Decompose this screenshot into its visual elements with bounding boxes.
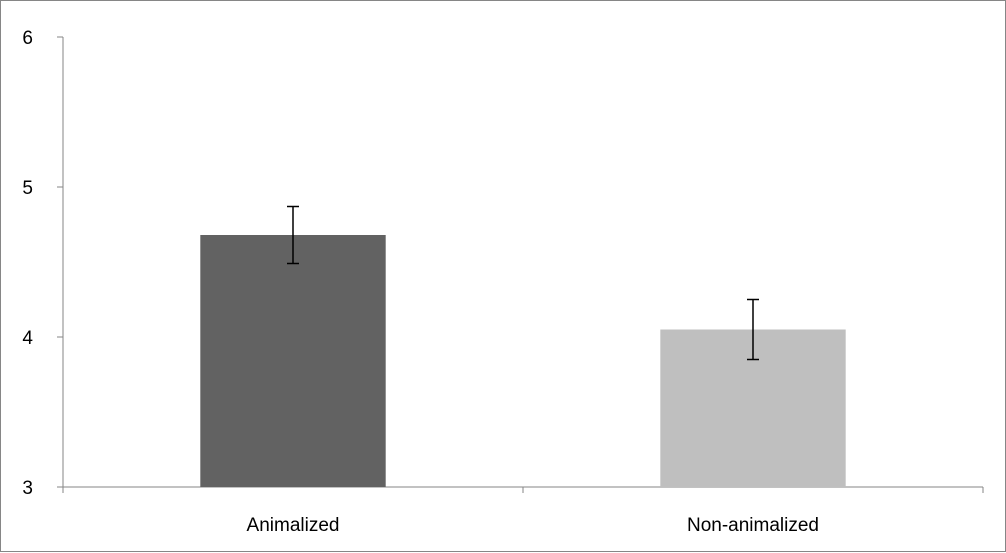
y-tick-label: 3 <box>22 478 33 499</box>
y-tick-label: 5 <box>22 178 33 199</box>
bar-animalized <box>200 235 386 487</box>
error-bar <box>747 298 759 361</box>
bars <box>200 235 846 487</box>
y-tick-label: 4 <box>22 328 33 349</box>
y-tick-label: 6 <box>22 28 33 49</box>
x-tick-label: Non-animalized <box>687 515 819 536</box>
x-ticks: Animalized Non-animalized <box>62 487 984 536</box>
y-ticks: 3 4 5 6 <box>22 28 63 499</box>
x-tick-label: Animalized <box>247 515 340 536</box>
error-bar <box>287 205 299 265</box>
error-bars <box>287 205 759 361</box>
